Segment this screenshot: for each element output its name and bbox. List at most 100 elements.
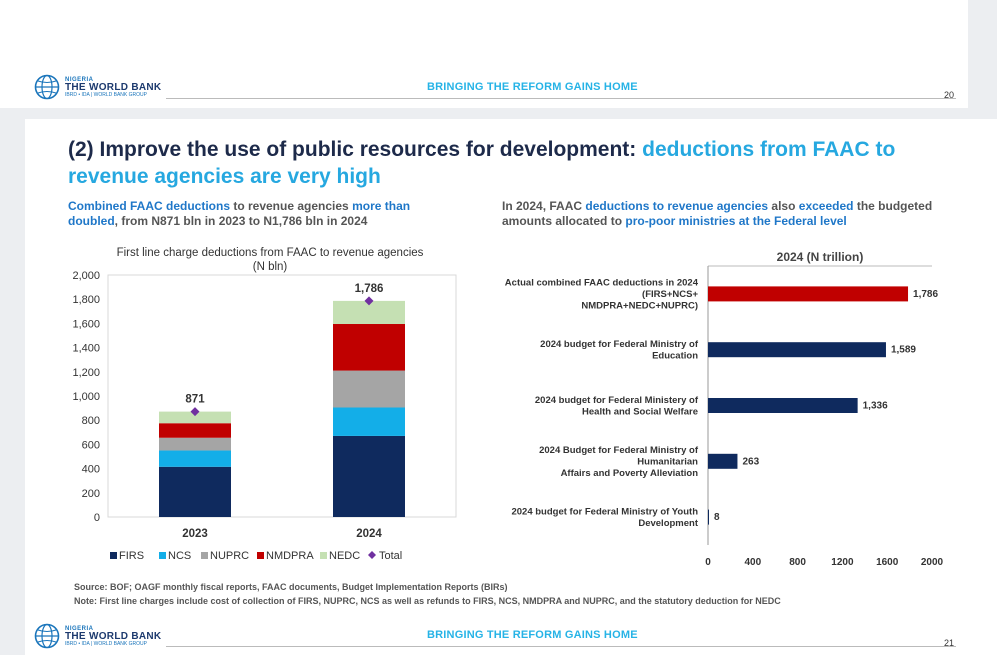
x-tick-label: 0 (705, 557, 711, 568)
legend-swatch (257, 552, 264, 559)
y-tick-label: 600 (82, 439, 100, 451)
bar (708, 509, 709, 525)
y-tick-label: 1,400 (72, 343, 100, 355)
left-sub-part: Combined FAAC deductions (68, 199, 230, 213)
legend-swatch (110, 552, 117, 559)
bar (708, 398, 858, 413)
x-tick-label: 2000 (921, 557, 944, 568)
bar-segment-nedc (159, 411, 231, 424)
globe-icon (34, 74, 60, 100)
legend-label: Total (379, 550, 402, 562)
x-tick-label: 2023 (182, 528, 208, 540)
bar-segment-ncs (333, 407, 405, 436)
bar-segment-firs (333, 435, 405, 517)
brand-sub: IBRD • IDA | WORLD BANK GROUP (65, 91, 147, 98)
legend-label: NUPRC (210, 550, 249, 562)
x-tick-label: 1600 (876, 557, 899, 568)
data-label: 1,589 (891, 345, 916, 356)
legend-swatch (320, 552, 327, 559)
bar-segment-firs (159, 466, 231, 517)
data-label: 8 (714, 512, 720, 523)
divider (166, 98, 956, 99)
bar-segment-nuprc (333, 370, 405, 408)
right-sub-part: In 2024, FAAC (502, 199, 586, 213)
y-tick-label: 400 (82, 464, 100, 476)
page-number: 20 (944, 90, 955, 100)
y-tick-label: 200 (82, 488, 100, 500)
legend-label: NMDPRA (266, 550, 314, 562)
bar-segment-nmdpra (333, 324, 405, 371)
bar-segment-nuprc (159, 437, 231, 451)
category-label: NMDPRA+NEDC+NUPRC) (581, 300, 698, 311)
brand-country: NIGERIA (65, 76, 94, 83)
globe-icon (34, 623, 60, 649)
x-tick-label: 2024 (356, 528, 382, 540)
legend-swatch (201, 552, 208, 559)
legend-swatch (368, 551, 376, 559)
brand-name: THE WORLD BANK (65, 630, 162, 642)
category-label: Development (638, 518, 698, 529)
right-sub-part: deductions to revenue agencies (585, 199, 769, 213)
bar-segment-nedc (333, 300, 405, 325)
brand-country: NIGERIA (65, 625, 94, 632)
category-label: 2024 budget for Federal Ministry of (540, 339, 699, 350)
right-sub-part: exceeded (798, 199, 854, 213)
x-tick-label: 400 (744, 557, 761, 568)
right-sub-part: also (768, 199, 799, 213)
bar (708, 453, 738, 469)
footnote: Note: First line charges include cost of… (74, 596, 781, 606)
legend-swatch (159, 552, 166, 559)
category-label: 2024 budget for Federal Ministery of (535, 395, 699, 406)
title-main: (2) Improve the use of public resources … (68, 138, 643, 161)
stacked-chart-title: First line charge deductions from FAAC t… (116, 247, 424, 273)
right-sub-part: the budgeted amounts allocated to (502, 199, 933, 228)
data-label: 263 (742, 456, 759, 467)
plot-area (107, 274, 457, 518)
world-bank-logo: NIGERIA THE WORLD BANK IBRD • IDA | WORL… (34, 70, 161, 104)
data-label: 1,786 (913, 289, 938, 300)
title-highlight: deductions from FAAC to revenue agencies… (68, 138, 896, 188)
right-subtitle: In 2024, FAAC deductions to revenue agen… (502, 199, 952, 229)
page-number: 21 (944, 638, 955, 648)
legend-label: NEDC (329, 550, 360, 562)
category-label: Health and Social Welfare (582, 406, 698, 417)
x-tick-label: 800 (789, 557, 806, 568)
bar (708, 286, 909, 302)
total-marker (190, 407, 200, 417)
y-tick-label: 1,800 (72, 294, 100, 306)
right-sub-part: pro-poor ministries at the Federal level (625, 214, 847, 228)
y-tick-label: 1,000 (72, 391, 100, 403)
y-tick-label: 800 (82, 415, 100, 427)
banner-text: BRINGING THE REFORM GAINS HOME (427, 629, 638, 641)
legend-label: NCS (168, 550, 191, 562)
horizontal-bar-chart: 2024 (N trillion) 1,786 Actual combined FA… (505, 250, 944, 568)
slide-title: (2) Improve the use of public resources … (68, 136, 968, 190)
brand-sub: IBRD • IDA | WORLD BANK GROUP (65, 640, 147, 647)
category-label: 2024 budget for Federal Ministry of Yout… (511, 506, 698, 517)
bar-segment-ncs (159, 450, 231, 467)
left-sub-part: to revenue agencies (230, 199, 353, 213)
y-tick-label: 1,600 (72, 318, 100, 330)
world-bank-logo-bottom: NIGERIA THE WORLD BANK IBRD • IDA | WORL… (34, 619, 161, 653)
slide-card (25, 119, 997, 655)
banner-text: BRINGING THE REFORM GAINS HOME (427, 81, 638, 93)
left-subtitle: Combined FAAC deductions to revenue agen… (68, 199, 458, 229)
category-label: Affairs and Poverty Alleviation (561, 468, 699, 479)
y-tick-label: 2,000 (72, 270, 100, 282)
bar-segment-nmdpra (159, 423, 231, 438)
category-label: (FIRS+NCS+ (642, 289, 698, 300)
y-tick-label: 0 (94, 512, 100, 524)
y-tick-label: 1,200 (72, 367, 100, 379)
category-label: 2024 Budget for Federal Ministry of (539, 445, 699, 456)
source-note: Source: BOF; OAGF monthly fiscal reports… (74, 582, 508, 592)
category-label: Humanitarian (637, 456, 698, 467)
chart-title: 2024 (N trillion) (777, 250, 864, 264)
left-sub-part: more than doubled (68, 199, 411, 228)
category-label: Education (652, 350, 698, 361)
total-marker (364, 296, 374, 306)
bar (708, 342, 886, 358)
left-sub-part: , from N871 bln in 2023 to N1,786 bln in… (114, 214, 368, 228)
total-label: 871 (185, 394, 205, 406)
legend-label: FIRS (119, 550, 144, 562)
total-label: 1,786 (355, 283, 384, 295)
